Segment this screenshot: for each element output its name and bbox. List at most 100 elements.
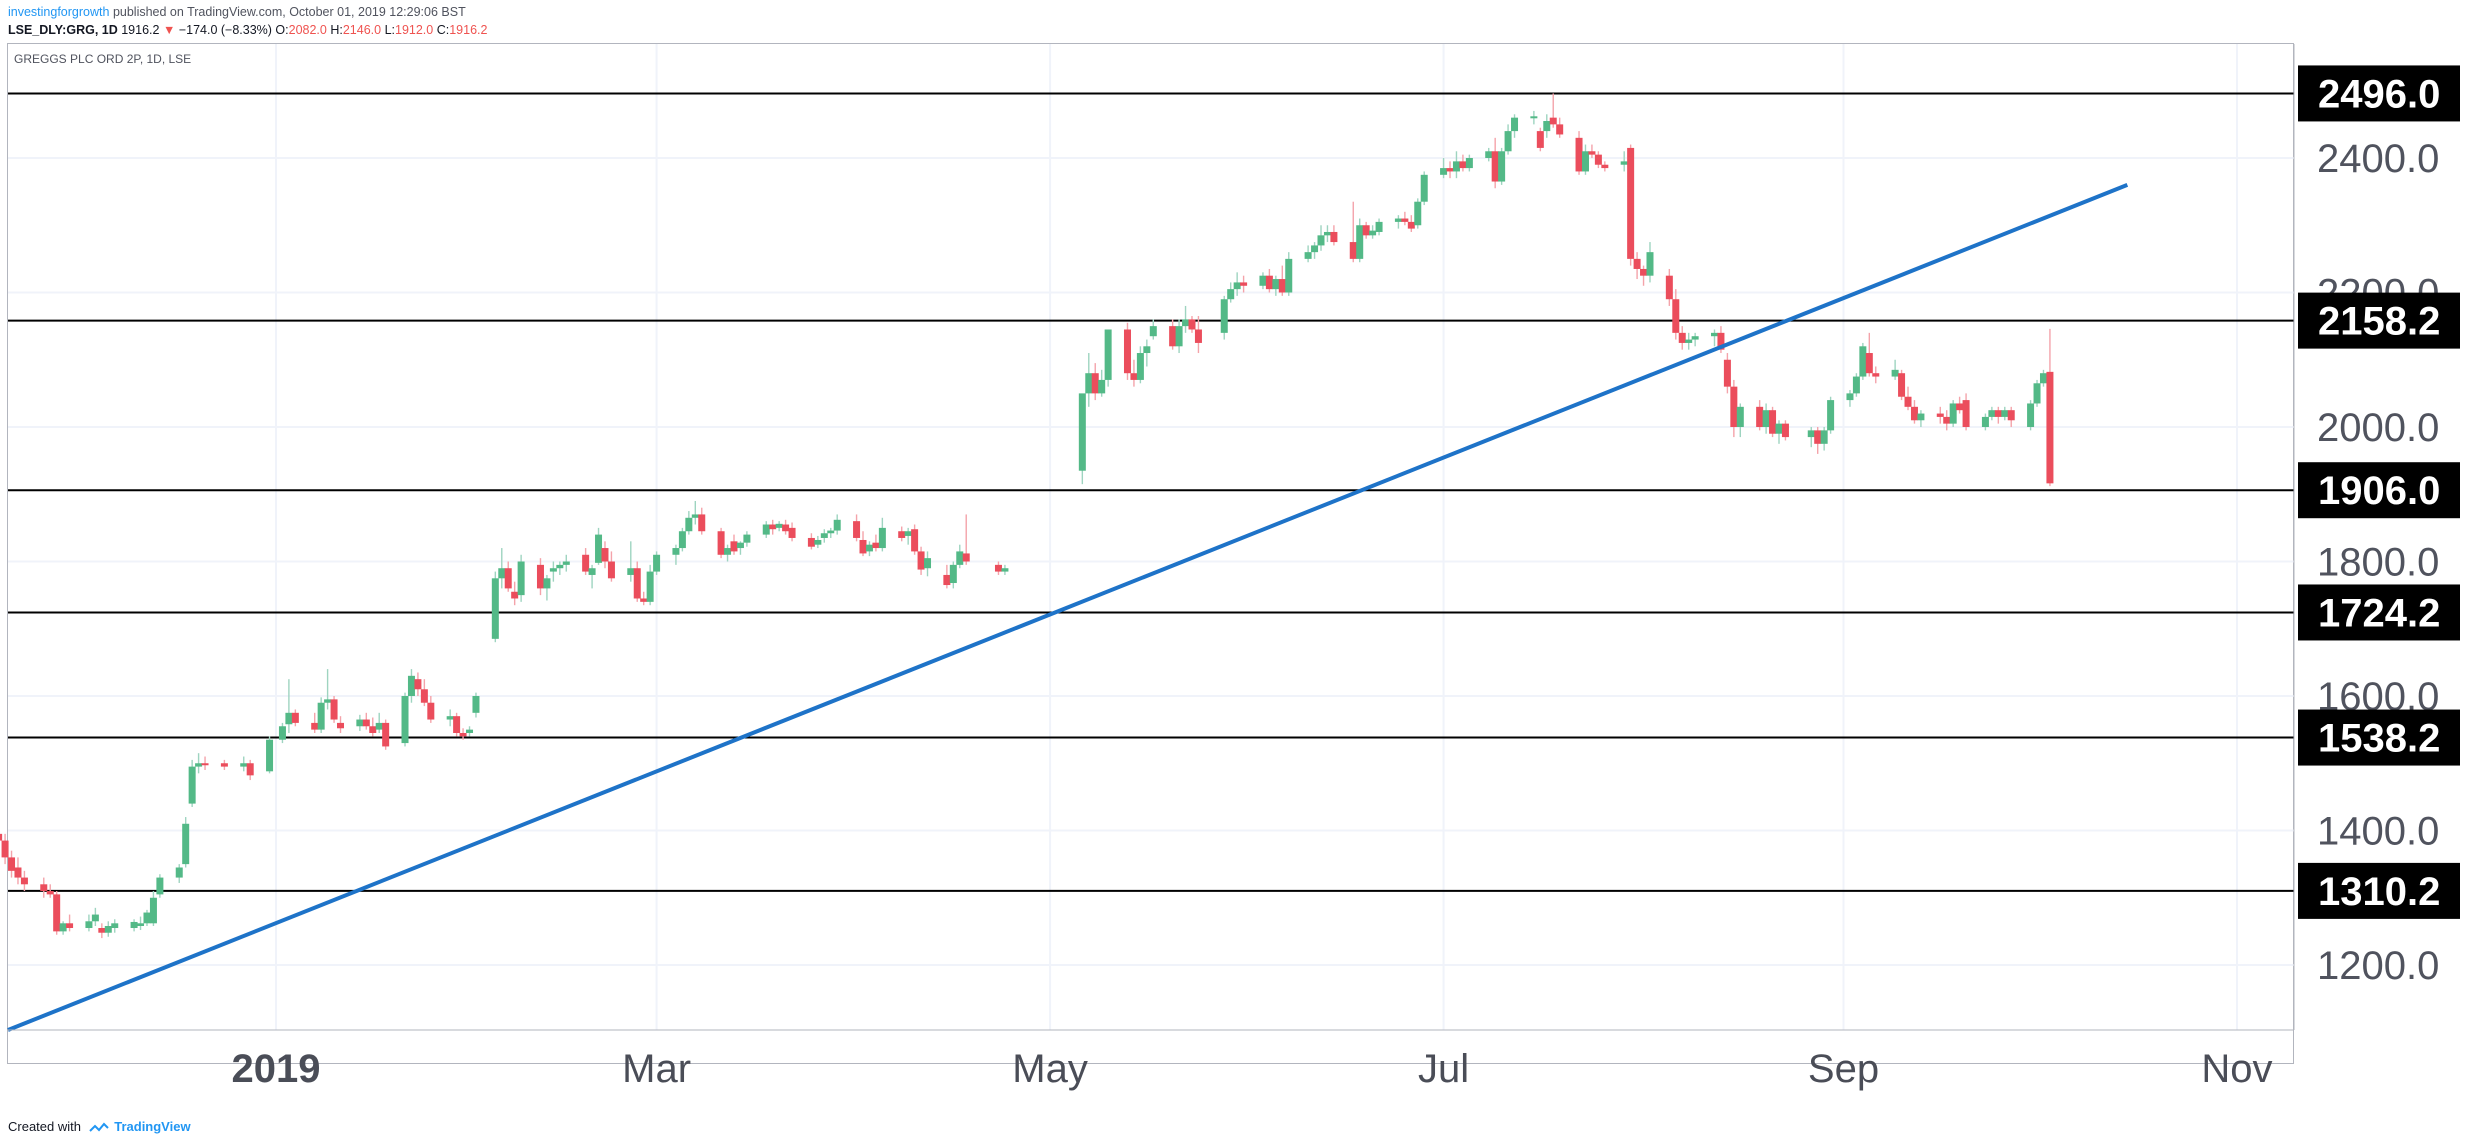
candle-up — [1620, 151, 1628, 172]
candle-down — [311, 712, 319, 733]
candle-up — [1736, 403, 1744, 438]
horizontal-levels[interactable] — [8, 92, 2294, 892]
candle-body — [149, 897, 157, 924]
published-text: published on TradingView.com, October 01… — [112, 5, 466, 19]
candle-up — [833, 514, 841, 535]
candle-body — [1988, 410, 1996, 417]
candle-body — [827, 530, 835, 534]
candle-body — [807, 537, 815, 547]
candle-body — [1485, 151, 1493, 158]
low-label: L: — [384, 23, 395, 37]
candle-body — [1820, 430, 1828, 444]
candle-down — [1962, 393, 1970, 431]
candle-body — [137, 923, 145, 926]
candle-down — [427, 696, 435, 723]
candle-body — [130, 921, 138, 929]
price-axis[interactable]: 1200.01400.01600.01800.02000.02200.02400… — [2293, 44, 2460, 1030]
candle-up — [743, 531, 751, 547]
time-axis[interactable]: 2019 Mar May Jul Sep Nov — [8, 1029, 2294, 1091]
candle-body — [956, 551, 964, 565]
candle-up — [1852, 373, 1860, 397]
candle-body — [1304, 252, 1312, 259]
candle-body — [407, 675, 415, 696]
candle-body — [1265, 275, 1273, 290]
candle-body — [427, 702, 435, 720]
high-label: H: — [330, 23, 343, 37]
candle-body — [1865, 353, 1873, 374]
candle-down — [1730, 379, 1738, 438]
trendline-line[interactable] — [7, 183, 2129, 1032]
candle-body — [188, 766, 196, 804]
candle-up — [1220, 295, 1228, 340]
candle-body — [85, 921, 93, 929]
candle-body — [1182, 319, 1190, 327]
candle-down — [369, 717, 377, 737]
level-price-badge: 1538.2 — [2298, 709, 2460, 766]
level-price-badge: 2158.2 — [2298, 292, 2460, 349]
candle-body — [1646, 252, 1654, 276]
candle-up — [175, 864, 183, 883]
candle-down — [2007, 406, 2015, 427]
candle-up — [195, 753, 203, 774]
candle-body — [1710, 332, 1718, 337]
candle-body — [1394, 218, 1402, 222]
candle-up — [59, 921, 67, 935]
candle-up — [407, 669, 415, 703]
candle-body — [1678, 332, 1686, 343]
candle-down — [1556, 117, 1564, 138]
down-arrow-icon: ▼ — [162, 23, 176, 37]
candle-body — [717, 531, 725, 555]
candle-body — [1285, 258, 1293, 293]
candle-up — [285, 679, 293, 733]
candle-up — [1452, 151, 1460, 179]
candle-body — [1227, 289, 1235, 300]
candle-body — [40, 884, 48, 892]
candle-up — [595, 527, 603, 565]
candle-body — [1491, 151, 1499, 182]
candle-body — [517, 561, 525, 596]
candle-body — [1188, 319, 1196, 330]
candle-body — [1323, 231, 1331, 236]
candle-body — [1311, 245, 1319, 253]
candle-up — [517, 554, 525, 602]
candle-down — [0, 833, 3, 841]
candle-down — [943, 564, 951, 589]
candle-down — [1446, 161, 1454, 179]
low-value: 1912.0 — [395, 23, 434, 37]
candle-down — [504, 561, 512, 592]
candle-body — [1917, 413, 1925, 421]
candle-up — [562, 554, 570, 572]
candle-down — [330, 696, 338, 723]
candle-down — [362, 712, 370, 730]
candle-down — [1678, 326, 1686, 350]
candle-down — [853, 514, 861, 542]
candle-body — [1872, 373, 1880, 377]
author-link[interactable]: investingforgrowth — [8, 5, 110, 19]
candle-body — [878, 527, 886, 549]
open-value: 2082.0 — [288, 23, 327, 37]
candle-body — [0, 833, 3, 841]
candle-body — [1259, 275, 1267, 286]
level-badge-bg — [2298, 462, 2460, 519]
candle-down — [14, 857, 22, 885]
candle-down — [1401, 211, 1409, 226]
candle-down — [98, 923, 106, 939]
trendline[interactable] — [7, 183, 2129, 1032]
tradingview-brand[interactable]: TradingView — [114, 1119, 191, 1134]
last-price: 1916.2 — [121, 23, 160, 37]
candle-up — [865, 541, 873, 557]
candle-down — [1898, 369, 1906, 401]
candle-up — [356, 714, 364, 731]
candle-up — [691, 500, 699, 525]
candle-down — [1756, 400, 1764, 431]
level-badge-label: 1310.2 — [2318, 870, 2440, 914]
candle-body — [1078, 393, 1086, 471]
candle-down — [1781, 420, 1789, 441]
candle-body — [466, 729, 474, 733]
level-badge-bg — [2298, 65, 2460, 122]
level-badge-label: 1906.0 — [2318, 469, 2440, 513]
candle-body — [1136, 353, 1144, 380]
ohlc-info: LSE_DLY:GRG, 1D 1916.2 ▼ −174.0 (−8.33%)… — [8, 21, 487, 39]
candle-down — [962, 514, 970, 565]
